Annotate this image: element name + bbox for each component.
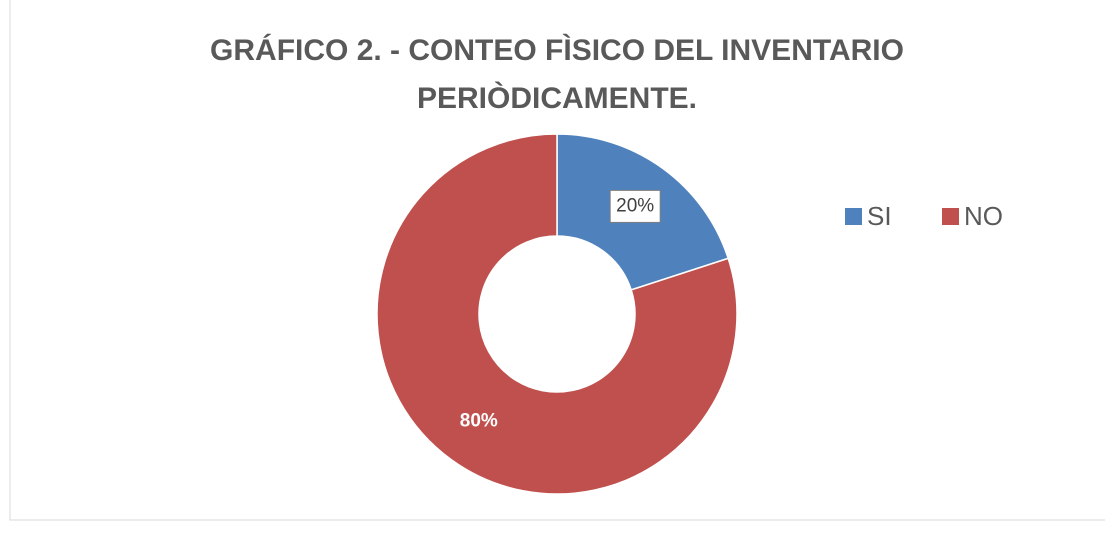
donut-segment [376, 133, 738, 495]
legend-label: NO [964, 201, 1003, 231]
legend-label: SI [867, 201, 892, 231]
data-label: 20% [616, 195, 654, 216]
legend-swatch [845, 208, 862, 225]
data-label: 80% [460, 411, 498, 432]
legend-swatch [942, 208, 959, 225]
chart-title: GRÁFICO 2. - CONTEO FÌSICO DEL INVENTARI… [210, 33, 904, 67]
label-box [609, 189, 661, 223]
chart-title: PERIÒDICAMENTE. [417, 81, 697, 115]
